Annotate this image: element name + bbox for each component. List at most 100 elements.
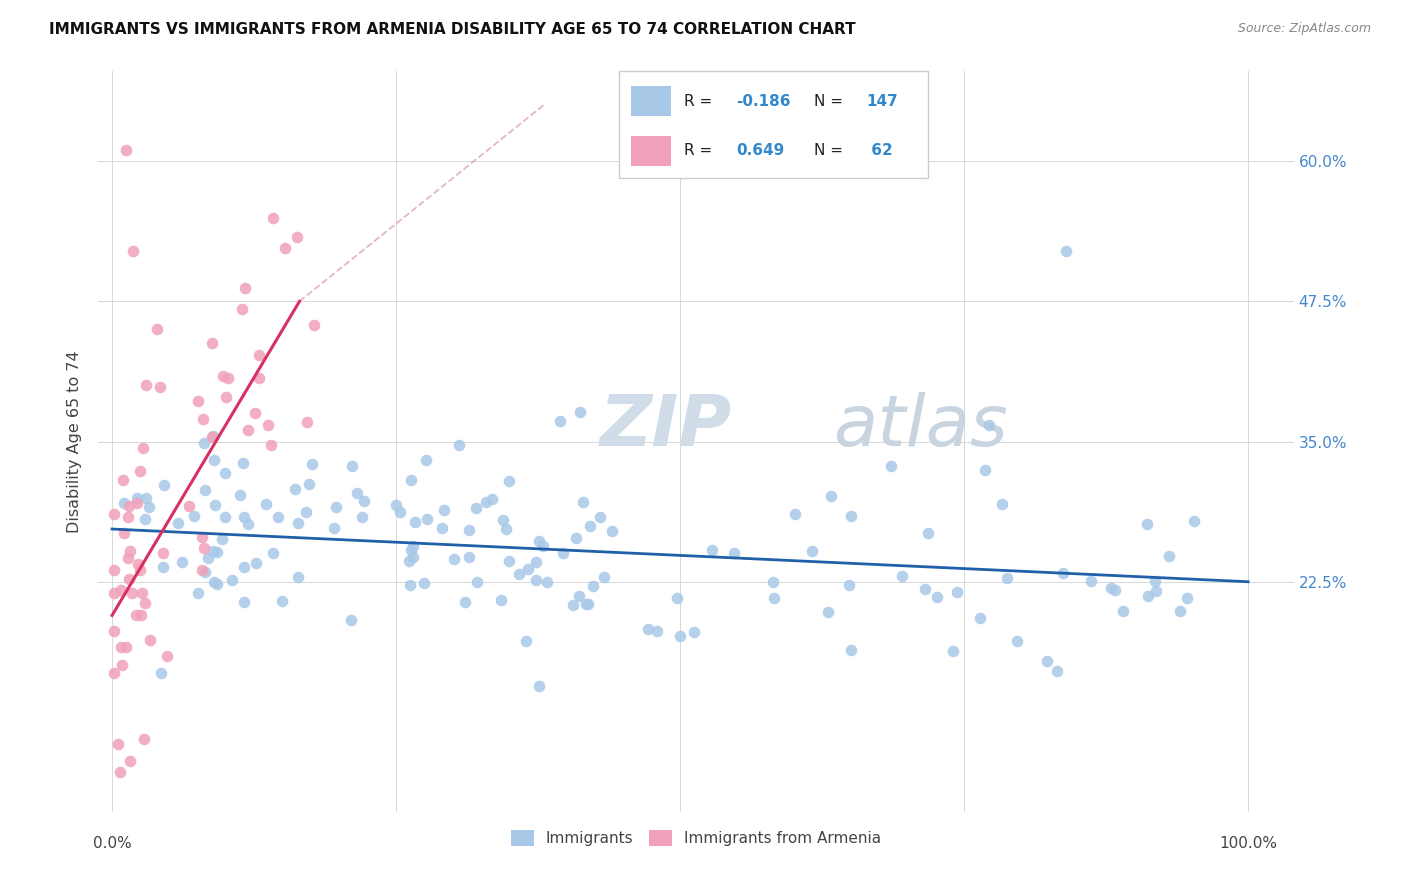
Point bbox=[498, 474, 520, 488]
Point bbox=[187, 586, 209, 600]
Point bbox=[416, 512, 439, 526]
Point bbox=[465, 575, 488, 590]
Point bbox=[177, 499, 200, 513]
Point bbox=[135, 491, 157, 505]
Point bbox=[415, 453, 437, 467]
Point bbox=[191, 530, 214, 544]
Point bbox=[339, 613, 361, 627]
Point bbox=[969, 610, 991, 624]
Point bbox=[498, 553, 520, 567]
Point bbox=[103, 624, 125, 639]
Point bbox=[353, 494, 375, 508]
Point bbox=[402, 540, 425, 554]
Point bbox=[201, 336, 224, 351]
Point bbox=[669, 629, 692, 643]
Point bbox=[128, 464, 150, 478]
Text: ZIP: ZIP bbox=[600, 392, 733, 461]
Point bbox=[340, 459, 363, 474]
Point bbox=[221, 573, 243, 587]
Point bbox=[1080, 574, 1102, 588]
Point bbox=[121, 585, 143, 599]
Point bbox=[127, 557, 149, 571]
Point bbox=[183, 509, 205, 524]
Legend: Immigrants, Immigrants from Armenia: Immigrants, Immigrants from Armenia bbox=[505, 824, 887, 852]
Point bbox=[114, 143, 136, 157]
Point bbox=[287, 570, 309, 584]
Point bbox=[524, 573, 547, 587]
Point bbox=[762, 591, 785, 605]
Point bbox=[457, 523, 479, 537]
Point bbox=[167, 516, 190, 531]
Point bbox=[723, 545, 745, 559]
Point bbox=[117, 550, 139, 565]
Point bbox=[404, 516, 426, 530]
Point bbox=[197, 551, 219, 566]
Point bbox=[262, 211, 284, 225]
Point bbox=[820, 489, 842, 503]
Point bbox=[205, 576, 228, 591]
Point bbox=[125, 496, 148, 510]
Point bbox=[245, 556, 267, 570]
Text: atlas: atlas bbox=[834, 392, 1008, 461]
Point bbox=[204, 499, 226, 513]
Point bbox=[298, 477, 321, 491]
Point bbox=[515, 633, 537, 648]
Point bbox=[115, 640, 138, 654]
Point bbox=[256, 417, 278, 432]
Text: N =: N = bbox=[814, 94, 848, 109]
Point bbox=[194, 483, 217, 497]
Point bbox=[582, 579, 605, 593]
Point bbox=[492, 513, 515, 527]
Point bbox=[576, 597, 599, 611]
Point bbox=[683, 624, 706, 639]
Point bbox=[118, 499, 141, 513]
Point bbox=[945, 584, 967, 599]
Point bbox=[103, 563, 125, 577]
Point bbox=[132, 441, 155, 455]
Point bbox=[238, 423, 260, 437]
Point bbox=[399, 473, 422, 487]
Point bbox=[267, 510, 290, 524]
Point bbox=[114, 526, 136, 541]
Y-axis label: Disability Age 65 to 74: Disability Age 65 to 74 bbox=[67, 351, 83, 533]
Point bbox=[214, 467, 236, 481]
Point bbox=[974, 463, 997, 477]
Point bbox=[1054, 244, 1077, 258]
Point bbox=[117, 510, 139, 524]
Point bbox=[637, 622, 659, 636]
Text: R =: R = bbox=[683, 94, 717, 109]
Point bbox=[398, 554, 420, 568]
Point bbox=[129, 608, 152, 623]
Text: IMMIGRANTS VS IMMIGRANTS FROM ARMENIA DISABILITY AGE 65 TO 74 CORRELATION CHART: IMMIGRANTS VS IMMIGRANTS FROM ARMENIA DI… bbox=[49, 22, 856, 37]
Point bbox=[202, 574, 225, 589]
Point bbox=[139, 632, 162, 647]
Point bbox=[231, 302, 253, 317]
Point bbox=[1046, 664, 1069, 678]
Point bbox=[1168, 604, 1191, 618]
Point bbox=[838, 577, 860, 591]
Point bbox=[475, 494, 498, 508]
Point bbox=[991, 497, 1014, 511]
Point bbox=[132, 731, 155, 746]
Point bbox=[927, 590, 949, 604]
Point bbox=[153, 478, 176, 492]
FancyBboxPatch shape bbox=[631, 136, 671, 166]
Point bbox=[533, 539, 555, 553]
Text: 0.0%: 0.0% bbox=[93, 837, 131, 851]
Point bbox=[841, 642, 863, 657]
Point bbox=[1144, 574, 1167, 589]
Point bbox=[385, 498, 408, 512]
Point bbox=[107, 738, 129, 752]
Point bbox=[325, 500, 347, 515]
Point bbox=[1136, 517, 1159, 532]
Point bbox=[914, 582, 936, 597]
Point bbox=[1182, 515, 1205, 529]
Point bbox=[247, 370, 270, 384]
Point bbox=[108, 765, 131, 780]
Point bbox=[572, 494, 595, 508]
Point bbox=[287, 516, 309, 530]
Point bbox=[645, 624, 668, 638]
Point bbox=[443, 552, 465, 566]
Point bbox=[589, 510, 612, 524]
Text: -0.186: -0.186 bbox=[737, 94, 790, 109]
